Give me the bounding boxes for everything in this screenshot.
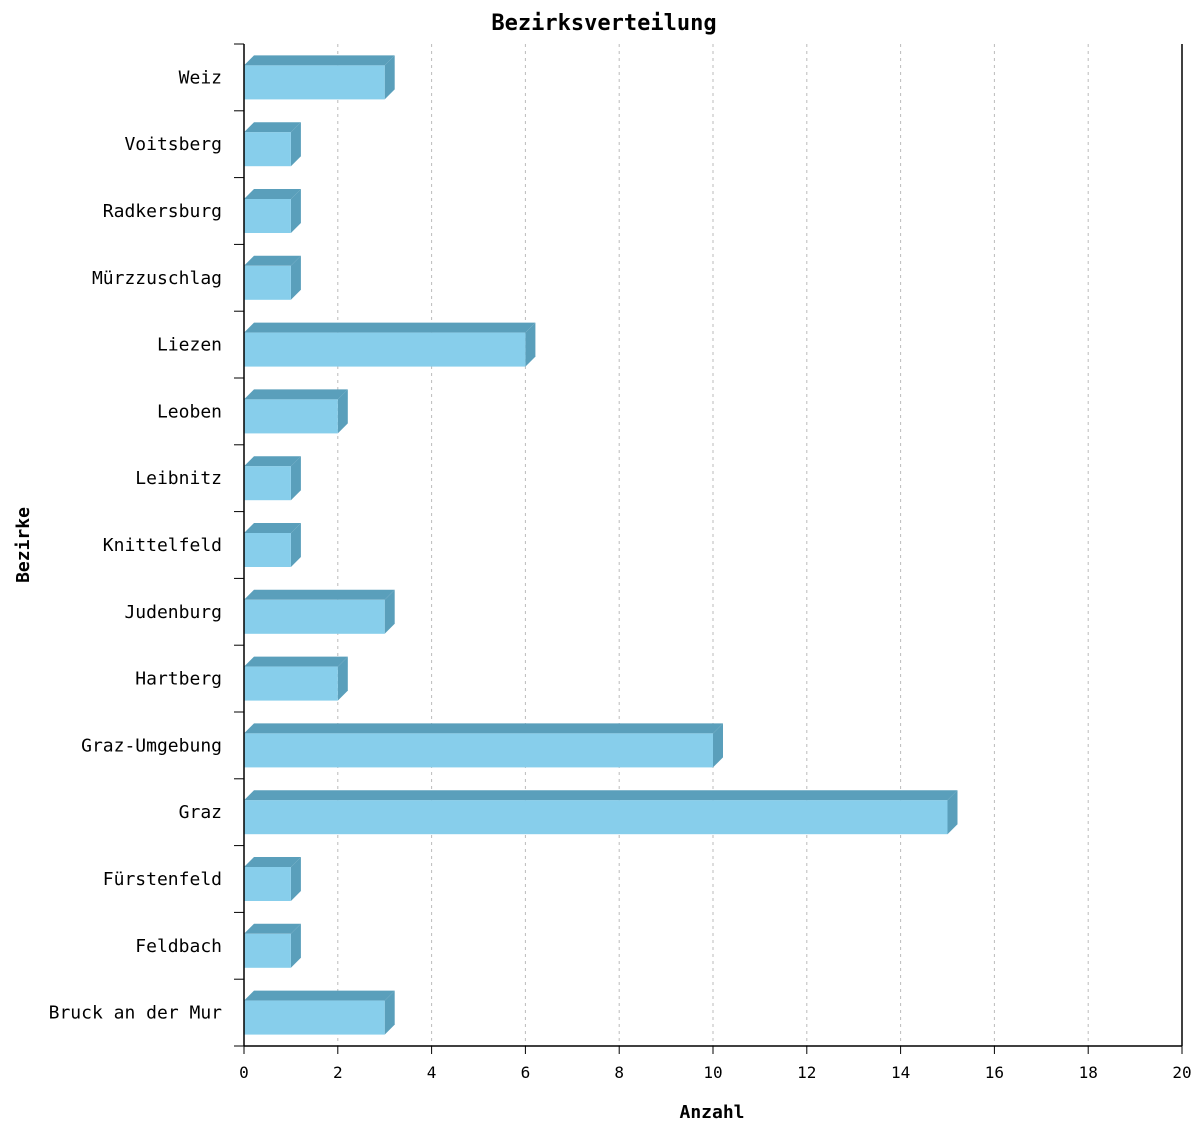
category-label: Fürstenfeld — [103, 869, 222, 890]
bar-front-face — [244, 132, 291, 167]
bar-front-face — [244, 533, 291, 567]
bar-side-face — [384, 55, 395, 100]
bar-graz — [244, 790, 958, 835]
bar-top-face — [244, 523, 301, 533]
bar-side-face — [337, 389, 348, 434]
chart-title: Bezirksverteilung — [491, 11, 716, 36]
bar-front-face — [244, 1000, 385, 1035]
category-label: Voitsberg — [124, 134, 222, 155]
category-label: Judenburg — [124, 602, 222, 623]
bar-top-face — [244, 322, 536, 333]
bar-murzzuschlag — [244, 255, 301, 300]
axes — [234, 43, 1183, 1054]
bar-top-face — [244, 456, 301, 467]
bar-top-face — [244, 857, 301, 867]
category-label: Graz-Umgebung — [81, 735, 222, 756]
bar-side-face — [290, 523, 301, 567]
x-tick-label: 16 — [985, 1063, 1004, 1082]
x-tick-label: 8 — [614, 1063, 624, 1082]
x-tick-label: 20 — [1172, 1063, 1191, 1082]
bar-top-face — [244, 790, 958, 801]
bar-voitsberg — [244, 122, 301, 167]
bars — [244, 55, 958, 1035]
category-label: Leoben — [157, 401, 222, 422]
bar-side-face — [947, 790, 958, 835]
bar-judenburg — [244, 589, 395, 634]
x-tick-label: 10 — [703, 1063, 722, 1082]
x-tick-label: 6 — [521, 1063, 531, 1082]
bar-furstenfeld — [244, 857, 301, 901]
bar-leibnitz — [244, 456, 301, 501]
x-tick-label: 12 — [797, 1063, 816, 1082]
bar-weiz — [244, 55, 395, 100]
bar-radkersburg — [244, 189, 301, 233]
bar-front-face — [244, 65, 385, 100]
bar-knittelfeld — [244, 523, 301, 567]
category-labels: Weiz Voitsberg Radkersburg Mürzzuschlag Liez… — [49, 67, 223, 1023]
bar-side-face — [290, 456, 301, 501]
bar-top-face — [244, 389, 348, 400]
category-label: Liezen — [157, 335, 222, 356]
y-axis-label: Bezirke — [13, 507, 34, 583]
bar-front-face — [244, 466, 291, 501]
category-label: Mürzzuschlag — [92, 268, 222, 289]
bar-top-face — [244, 55, 395, 66]
bar-leoben — [244, 389, 348, 434]
bar-front-face — [244, 800, 948, 835]
bar-front-face — [244, 399, 338, 434]
category-label: Weiz — [179, 67, 222, 88]
bar-side-face — [290, 189, 301, 233]
bar-front-face — [244, 332, 526, 367]
bar-top-face — [244, 990, 395, 1001]
category-label: Radkersburg — [103, 201, 222, 222]
bar-front-face — [244, 199, 291, 233]
bar-side-face — [384, 589, 395, 634]
x-tick-label: 4 — [427, 1063, 437, 1082]
bar-feldbach — [244, 923, 301, 968]
category-label: Hartberg — [135, 669, 222, 690]
bar-top-face — [244, 122, 301, 133]
bar-graz-umgebung — [244, 723, 723, 768]
bar-side-face — [290, 857, 301, 901]
grid-lines — [337, 44, 1183, 1046]
bar-hartberg — [244, 656, 348, 701]
bar-side-face — [290, 255, 301, 300]
bar-side-face — [290, 122, 301, 167]
bar-front-face — [244, 867, 291, 901]
bar-top-face — [244, 589, 395, 600]
x-tick-label: 14 — [891, 1063, 910, 1082]
bar-top-face — [244, 723, 723, 734]
bar-front-face — [244, 666, 338, 701]
bar-front-face — [244, 599, 385, 634]
category-label: Leibnitz — [135, 468, 222, 489]
bar-front-face — [244, 933, 291, 968]
bar-side-face — [337, 656, 348, 701]
bar-front-face — [244, 265, 291, 300]
category-label: Graz — [179, 802, 222, 823]
bar-top-face — [244, 923, 301, 934]
bar-front-face — [244, 733, 713, 768]
x-tick-label: 2 — [333, 1063, 343, 1082]
x-tick-labels: 0 2 4 6 8 10 12 14 16 18 20 — [239, 1063, 1191, 1082]
x-tick-label: 18 — [1079, 1063, 1098, 1082]
category-label: Feldbach — [135, 936, 222, 957]
x-axis-label: Anzahl — [679, 1102, 744, 1123]
bar-top-face — [244, 189, 301, 199]
bar-side-face — [713, 723, 723, 768]
bar-side-face — [384, 990, 395, 1035]
x-tick-label: 0 — [239, 1063, 249, 1082]
bar-side-face — [525, 322, 536, 367]
bar-bruck-an-der-mur — [244, 990, 395, 1035]
bar-top-face — [244, 255, 301, 266]
category-label: Knittelfeld — [103, 535, 222, 556]
bar-liezen — [244, 322, 536, 367]
bar-side-face — [290, 923, 301, 968]
bar-top-face — [244, 656, 348, 667]
category-label: Bruck an der Mur — [49, 1003, 223, 1024]
